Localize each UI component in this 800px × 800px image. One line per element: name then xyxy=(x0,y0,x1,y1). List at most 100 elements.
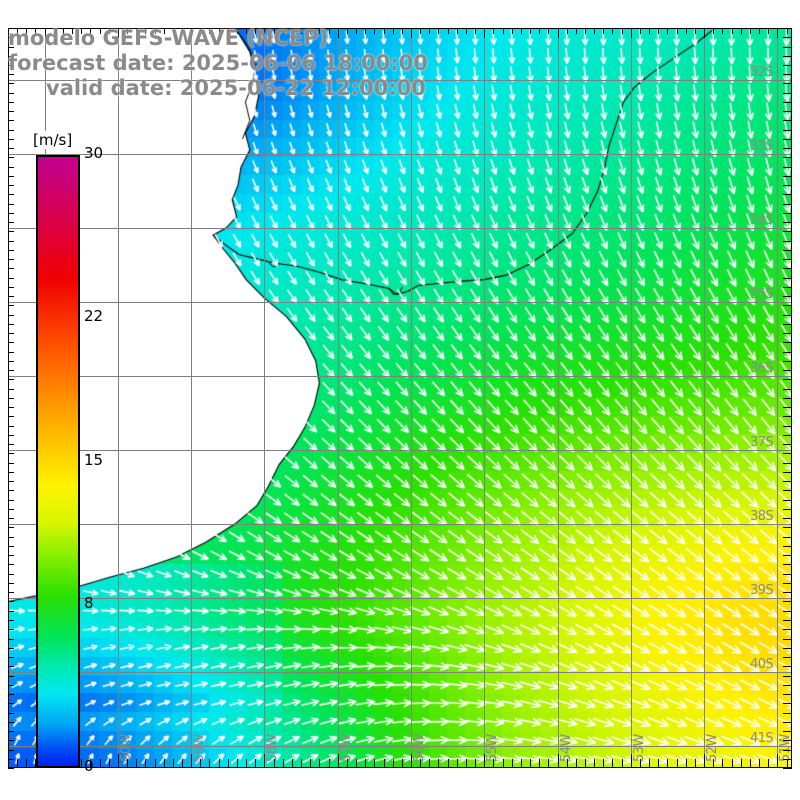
axis-tick xyxy=(420,28,421,34)
axis-tick xyxy=(8,74,14,75)
axis-tick xyxy=(8,37,14,38)
axis-tick xyxy=(783,740,792,741)
axis-tick xyxy=(319,28,320,34)
axis-tick xyxy=(704,754,705,768)
axis-tick xyxy=(338,754,339,768)
axis-tick xyxy=(274,28,275,34)
axis-tick xyxy=(8,500,14,501)
axis-tick xyxy=(585,28,586,34)
axis-tick xyxy=(783,629,792,630)
axis-tick xyxy=(8,546,14,547)
gridline-parallel xyxy=(8,154,792,155)
axis-tick xyxy=(704,28,705,38)
axis-tick xyxy=(301,28,302,34)
gridline-meridian xyxy=(558,28,559,768)
axis-tick xyxy=(695,759,696,768)
axis-tick xyxy=(783,333,792,334)
axis-tick xyxy=(8,231,14,232)
longitude-label: 57W xyxy=(338,734,354,762)
axis-tick xyxy=(8,740,14,741)
axis-tick xyxy=(118,754,119,768)
axis-tick xyxy=(8,435,14,436)
axis-tick xyxy=(356,759,357,768)
latitude-label: 36S xyxy=(750,360,774,376)
axis-tick xyxy=(750,759,751,768)
axis-tick xyxy=(783,130,792,131)
axis-tick xyxy=(8,278,14,279)
axis-tick xyxy=(8,648,14,649)
gridline-parallel xyxy=(8,228,792,229)
axis-tick xyxy=(155,759,156,768)
axis-tick xyxy=(393,759,394,768)
gridline-meridian xyxy=(264,28,265,768)
axis-tick xyxy=(200,28,201,34)
axis-tick xyxy=(219,28,220,34)
axis-tick xyxy=(783,352,792,353)
axis-tick xyxy=(783,278,792,279)
axis-tick xyxy=(8,416,14,417)
axis-tick xyxy=(783,148,792,149)
latitude-label: 39S xyxy=(750,582,774,598)
axis-tick xyxy=(8,342,14,343)
axis-tick xyxy=(17,28,18,34)
axis-tick xyxy=(503,28,504,34)
axis-tick xyxy=(8,537,14,538)
axis-tick xyxy=(783,611,792,612)
axis-tick xyxy=(484,28,485,38)
axis-tick xyxy=(783,426,792,427)
longitude-label: 53W xyxy=(631,734,647,762)
axis-tick xyxy=(402,759,403,768)
axis-tick xyxy=(292,759,293,768)
axis-tick xyxy=(783,657,792,658)
gridline-meridian xyxy=(631,28,632,768)
axis-tick xyxy=(356,28,357,34)
axis-tick xyxy=(783,83,792,84)
axis-tick xyxy=(783,546,792,547)
axis-tick xyxy=(8,407,14,408)
axis-tick xyxy=(8,759,14,760)
longitude-label: 54W xyxy=(558,734,574,762)
axis-tick xyxy=(255,759,256,768)
axis-tick xyxy=(8,250,14,251)
axis-tick xyxy=(649,28,650,34)
longitude-label: 58W xyxy=(265,734,281,762)
axis-tick xyxy=(35,28,36,34)
axis-tick xyxy=(411,28,412,38)
axis-tick xyxy=(612,759,613,768)
axis-tick xyxy=(8,703,14,704)
axis-tick xyxy=(8,722,14,723)
gridline-meridian xyxy=(704,28,705,768)
axis-tick xyxy=(8,268,14,269)
axis-tick xyxy=(732,28,733,34)
axis-tick xyxy=(384,28,385,34)
axis-tick xyxy=(448,759,449,768)
axis-tick xyxy=(713,759,714,768)
axis-tick xyxy=(8,481,14,482)
axis-tick xyxy=(783,703,792,704)
axis-tick xyxy=(640,28,641,34)
axis-tick xyxy=(264,28,265,38)
axis-tick xyxy=(100,28,101,34)
axis-tick xyxy=(695,28,696,34)
colorbar-tick-label: 8 xyxy=(84,593,94,612)
axis-tick xyxy=(783,204,792,205)
axis-tick xyxy=(8,139,14,140)
axis-tick xyxy=(255,28,256,34)
axis-tick xyxy=(594,28,595,34)
axis-tick xyxy=(8,768,14,769)
axis-tick xyxy=(457,28,458,34)
axis-tick xyxy=(783,648,792,649)
latitude-label: 32S xyxy=(750,64,774,80)
axis-tick xyxy=(741,28,742,34)
axis-tick xyxy=(631,28,632,38)
axis-tick xyxy=(72,28,73,34)
axis-tick xyxy=(722,28,723,34)
axis-tick xyxy=(136,28,137,34)
axis-tick xyxy=(45,28,46,38)
axis-tick xyxy=(667,759,668,768)
axis-tick xyxy=(429,759,430,768)
axis-tick xyxy=(109,759,110,768)
axis-tick xyxy=(783,731,792,732)
